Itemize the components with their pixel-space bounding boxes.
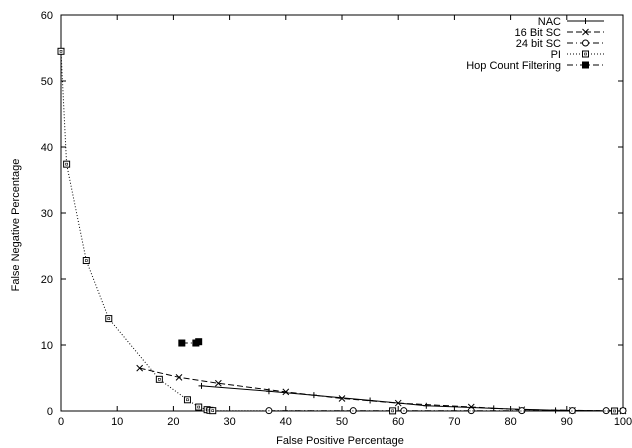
square-marker-inner xyxy=(59,49,63,53)
square-marker-outer xyxy=(57,47,65,55)
square-marker-inner xyxy=(186,398,189,402)
x-tick-label: 100 xyxy=(614,416,632,428)
legend-entry: PI xyxy=(551,49,604,61)
axes: 0 10 20 30 40 50 60 70 80 90 100 0 10 20 30 40 50 60 xyxy=(41,10,632,428)
y-tick-label: 0 xyxy=(47,406,53,418)
square-marker-outer xyxy=(82,257,90,265)
data-point xyxy=(195,403,203,411)
data-point xyxy=(394,399,402,407)
series-nac xyxy=(198,382,621,414)
y-tick-label: 50 xyxy=(41,76,53,88)
legend-label: Hop Count Filtering xyxy=(466,60,561,72)
data-point xyxy=(265,388,272,395)
square-marker-inner xyxy=(107,317,111,320)
legend-label: PI xyxy=(551,49,561,61)
legend-entry: Hop Count Filtering xyxy=(466,60,604,72)
legend-entry: 24 bit SC xyxy=(516,38,604,50)
square-marker-inner xyxy=(158,378,161,381)
x-tick-label: 30 xyxy=(223,416,235,428)
series-line xyxy=(60,51,615,412)
x-tick-label: 90 xyxy=(561,416,573,428)
legend-label: 16 Bit SC xyxy=(515,27,562,39)
square-marker-outer xyxy=(389,407,397,415)
data-point xyxy=(63,160,71,168)
x-tick-label: 70 xyxy=(448,416,460,428)
data-point xyxy=(175,373,183,381)
data-point xyxy=(105,315,113,323)
legend-label: NAC xyxy=(538,16,561,28)
x-tick-label: 10 xyxy=(111,416,123,428)
series-hop-count-filtering xyxy=(178,338,203,347)
square-marker-inner xyxy=(65,162,68,166)
data-point xyxy=(423,402,430,409)
plot-frame xyxy=(60,14,624,412)
square-marker-inner xyxy=(197,405,200,409)
data-point xyxy=(155,375,163,383)
square-marker-outer xyxy=(195,403,203,411)
square-marker-inner xyxy=(211,409,215,412)
square-marker-outer xyxy=(209,407,217,415)
square-marker-outer xyxy=(105,315,113,323)
x-tick-label: 50 xyxy=(336,416,348,428)
series-line xyxy=(201,385,618,412)
legend-marker xyxy=(582,39,589,47)
data-point xyxy=(215,379,222,387)
y-axis-title: False Negative Percentage xyxy=(10,159,22,292)
data-point xyxy=(568,407,576,415)
y-tick-label: 30 xyxy=(41,208,53,220)
square-marker-outer xyxy=(183,396,191,404)
data-point xyxy=(82,257,90,265)
square-marker-inner xyxy=(391,409,394,413)
legend-entry: 16 Bit SC xyxy=(515,27,604,39)
data-point xyxy=(282,388,290,396)
data-point xyxy=(198,382,205,389)
square-marker-inner xyxy=(84,259,88,262)
square-marker-inner xyxy=(613,409,616,413)
data-point xyxy=(178,339,186,347)
data-point xyxy=(136,364,144,372)
series-line xyxy=(139,367,624,412)
data-point xyxy=(518,407,526,415)
legend-entry: NAC xyxy=(538,16,604,28)
square-marker-outer xyxy=(611,407,619,415)
data-point xyxy=(467,407,475,415)
data-point xyxy=(611,407,619,415)
square-marker-outer xyxy=(582,50,589,58)
x-tick-label: 0 xyxy=(58,416,64,428)
data-point xyxy=(195,338,203,346)
y-tick-label: 40 xyxy=(41,142,53,154)
y-tick-label: 60 xyxy=(41,10,53,22)
data-point xyxy=(209,407,217,415)
legend-marker xyxy=(582,61,589,69)
x-axis-title: False Positive Percentage xyxy=(276,435,404,447)
y-tick-label: 20 xyxy=(41,274,53,286)
data-point xyxy=(57,47,65,55)
x-tick-label: 60 xyxy=(392,416,404,428)
square-marker-outer xyxy=(63,160,71,168)
x-tick-label: 20 xyxy=(167,416,179,428)
y-tick-label: 10 xyxy=(41,340,53,352)
series-pi xyxy=(57,47,619,415)
legend-marker xyxy=(582,18,589,24)
data-point xyxy=(602,407,610,415)
legend-marker xyxy=(582,50,589,58)
legend-label: 24 bit SC xyxy=(516,38,561,50)
series-layer xyxy=(57,47,627,415)
data-point xyxy=(389,407,397,415)
square-marker-outer xyxy=(155,375,163,383)
square-marker-inner xyxy=(584,52,587,56)
data-point xyxy=(619,407,627,415)
data-point xyxy=(338,395,346,402)
x-tick-label: 40 xyxy=(280,416,292,428)
x-tick-label: 80 xyxy=(504,416,516,428)
data-point xyxy=(183,396,191,404)
legend-marker xyxy=(582,28,589,36)
